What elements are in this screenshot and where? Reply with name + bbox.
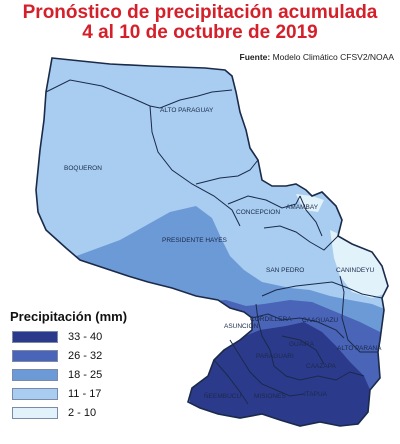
legend-swatch	[12, 369, 58, 381]
legend-swatch	[12, 350, 58, 362]
country-outline	[35, 57, 389, 427]
label-caazapa: CAAZAPA	[306, 363, 337, 370]
label-neembucu: ÑEEMBUCU	[204, 391, 242, 400]
label-asuncion: ASUNCION	[224, 323, 259, 330]
label-alto-paraguay: ALTO PARAGUAY	[160, 107, 214, 114]
border-concepcion-south	[227, 195, 301, 209]
label-guaira: GUAIRA	[289, 341, 315, 348]
label-caaguazu: CAAGUAZU	[302, 317, 338, 324]
department-borders	[45, 79, 383, 405]
legend-title: Precipitación (mm)	[10, 309, 128, 324]
border-alto-parana	[339, 275, 378, 353]
border-chaco-west	[45, 79, 241, 227]
border-san-pedro-north	[263, 225, 339, 251]
legend-label: 33 - 40	[68, 331, 103, 343]
legend-label: 18 - 25	[68, 369, 103, 381]
label-alto-parana: ALTO PARANA	[337, 345, 382, 352]
map-title-line-1: Pronóstico de precipitación acumulada	[22, 2, 378, 23]
label-paraguari: PARAGUARI	[256, 353, 294, 360]
label-san-pedro: SAN PEDRO	[266, 267, 304, 274]
label-canindeyu: CANINDEYU	[336, 267, 375, 274]
legend-item: 26 - 32	[8, 349, 128, 363]
label-boqueron: BOQUERON	[64, 165, 102, 172]
border-guaira	[281, 335, 325, 365]
legend-label: 26 - 32	[68, 350, 103, 362]
source-credit: Fuente: Modelo Climático CFSV2/NOAA	[240, 52, 394, 62]
legend-item: 2 - 10	[8, 406, 128, 420]
legend-swatch	[12, 407, 58, 419]
legend-swatch	[12, 331, 58, 343]
zone-33-40	[190, 322, 372, 426]
source-text: Modelo Climático CFSV2/NOAA	[272, 52, 394, 62]
label-itapua: ITAPUA	[304, 391, 328, 398]
legend: Precipitación (mm) 33 - 40 26 - 32 18 - …	[8, 309, 128, 425]
legend-item: 18 - 25	[8, 368, 128, 382]
label-cordillera: CORDILLERA	[250, 316, 292, 323]
border-neembucu	[213, 359, 249, 405]
map-title-line-2: 4 al 10 de octubre de 2019	[82, 22, 318, 43]
border-central-south	[255, 303, 365, 381]
source-label: Fuente:	[239, 52, 271, 62]
legend-swatch	[12, 388, 58, 400]
border-paraguari-south	[229, 339, 305, 397]
label-amambay: AMAMBAY	[286, 204, 319, 211]
border-amambay	[299, 195, 323, 237]
legend-label: 2 - 10	[68, 407, 97, 419]
zone-2-10-northeast	[330, 230, 388, 298]
zone-2-10-amambay	[296, 194, 324, 212]
border-alto-paraguay-south	[149, 89, 233, 109]
legend-item: 11 - 17	[8, 387, 128, 401]
label-misiones: MISIONES	[254, 393, 286, 400]
label-presidente-hayes: PRESIDENTE HAYES	[162, 237, 228, 244]
label-concepcion: CONCEPCION	[236, 209, 280, 216]
legend-item: 33 - 40	[8, 330, 128, 344]
border-caaguazu-south	[251, 313, 345, 339]
legend-label: 11 - 17	[68, 388, 102, 400]
border-presidente-hayes-north	[195, 159, 259, 185]
border-san-pedro-south	[261, 281, 383, 299]
